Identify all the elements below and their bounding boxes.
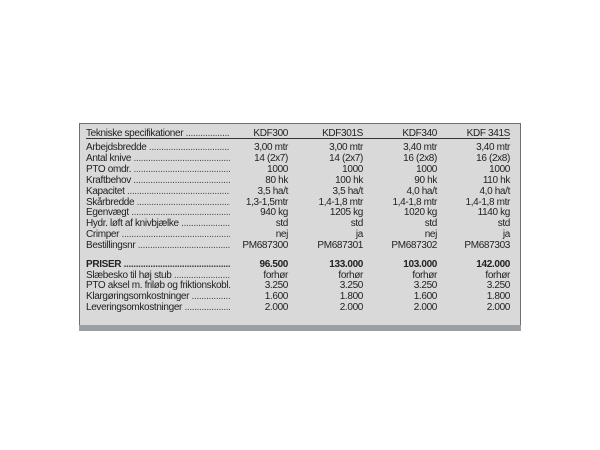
row-label: Bestillingsnr bbox=[86, 240, 230, 251]
row-value: nej bbox=[424, 229, 438, 241]
row-value: 3.250 bbox=[486, 280, 511, 292]
row-value: 1000 bbox=[342, 163, 363, 175]
row-value: forhør bbox=[263, 269, 288, 281]
row-value: 103.000 bbox=[403, 259, 437, 270]
row-label: PRISER bbox=[86, 259, 230, 270]
row-value: 3,40 mtr bbox=[476, 142, 510, 153]
row-value: 1,4-1,8 mtr bbox=[392, 196, 438, 208]
row-value: 940 kg bbox=[260, 207, 288, 219]
row-value: 16 (2x8) bbox=[476, 152, 510, 164]
row-label: Skårbredde bbox=[86, 197, 230, 208]
row-label: Slæbesko til høj stub bbox=[86, 270, 230, 281]
row-value: 1140 kg bbox=[477, 207, 511, 219]
model-header: KDF300 bbox=[253, 128, 288, 139]
row-value: 3.250 bbox=[264, 280, 289, 292]
row-value: 16 (2x8) bbox=[403, 152, 437, 164]
row-value: 4,0 ha/t bbox=[406, 185, 437, 197]
row-label: Leveringsomkostninger bbox=[86, 302, 230, 313]
row-value: 3,00 mtr bbox=[254, 142, 288, 153]
row-value: 142.000 bbox=[476, 259, 510, 270]
row-value: 1.800 bbox=[339, 291, 364, 303]
row-value: std bbox=[424, 218, 438, 230]
row-value: 2.000 bbox=[486, 301, 511, 313]
row-value: 3,40 mtr bbox=[403, 142, 437, 153]
row-value: 1,3-1,5mtr bbox=[245, 196, 288, 208]
row-value: 1000 bbox=[267, 163, 288, 175]
row-value: 1.600 bbox=[413, 291, 438, 303]
model-header: KDF340 bbox=[402, 128, 437, 139]
row-value: ja bbox=[502, 229, 510, 241]
row-label: Arbejdsbredde bbox=[86, 142, 230, 153]
row-label: PTO omdr. bbox=[86, 164, 230, 175]
row-value: PM687303 bbox=[464, 240, 510, 252]
row-label: Egenvægt bbox=[86, 207, 230, 218]
model-header: KDF301S bbox=[322, 128, 363, 139]
row-value: 14 (2x7) bbox=[254, 152, 288, 164]
row-value: std bbox=[275, 218, 289, 230]
row-value: forhør bbox=[412, 269, 437, 281]
row-value: forhør bbox=[338, 269, 363, 281]
row-value: 1.600 bbox=[264, 291, 289, 303]
row-label: Kraftbehov bbox=[86, 175, 230, 186]
row-value: 3.250 bbox=[413, 280, 438, 292]
row-value: std bbox=[350, 218, 364, 230]
row-value: 1,4-1,8 mtr bbox=[318, 196, 364, 208]
row-value: 1.800 bbox=[486, 291, 511, 303]
row-label: PTO aksel m. friløb og friktionskobl. bbox=[86, 280, 230, 291]
row-label: Hydr. løft af knivbjælke bbox=[86, 218, 230, 229]
table-header: Tekniske specifikationer KDF300 KDF301S … bbox=[86, 128, 510, 139]
row-value: 1020 kg bbox=[403, 207, 437, 219]
row-value: 80 hk bbox=[265, 174, 288, 186]
row-value: 133.000 bbox=[329, 259, 363, 270]
row-value: PM687302 bbox=[391, 240, 437, 252]
row-value: 1205 kg bbox=[329, 207, 363, 219]
row-value: 4,0 ha/t bbox=[479, 185, 510, 197]
row-value: PM687300 bbox=[242, 240, 288, 252]
row-value: 2.000 bbox=[413, 301, 438, 313]
row-value: nej bbox=[275, 229, 289, 241]
model-header: KDF 341S bbox=[466, 128, 511, 139]
row-value: 1,4-1,8 mtr bbox=[465, 196, 511, 208]
row-value: 2.000 bbox=[264, 301, 289, 313]
panel-bottom-band bbox=[79, 325, 521, 331]
header-label: Tekniske specifikationer bbox=[86, 128, 230, 139]
row-value: 1000 bbox=[489, 163, 510, 175]
row-value: 96.500 bbox=[259, 259, 289, 270]
row-value: 110 hk bbox=[482, 174, 511, 186]
row-label: Antal knive bbox=[86, 153, 230, 164]
row-value: 3,5 ha/t bbox=[257, 185, 288, 197]
row-value: 1000 bbox=[416, 163, 437, 175]
row-value: 90 hk bbox=[414, 174, 437, 186]
row-value: 3,00 mtr bbox=[329, 142, 363, 153]
row-label: Klargøringsomkostninger bbox=[86, 291, 230, 302]
row-value: 3.250 bbox=[339, 280, 364, 292]
row-value: 3,5 ha/t bbox=[332, 185, 363, 197]
row-value: 2.000 bbox=[339, 301, 364, 313]
row-value: 14 (2x7) bbox=[329, 152, 363, 164]
row-value: ja bbox=[355, 229, 363, 241]
row-label: Kapacitet bbox=[86, 186, 230, 197]
row-value: std bbox=[497, 218, 511, 230]
row-label: Crimper bbox=[86, 229, 230, 240]
row-value: PM687301 bbox=[317, 240, 363, 252]
row-value: forhør bbox=[485, 269, 510, 281]
row-value: 100 hk bbox=[335, 174, 363, 186]
